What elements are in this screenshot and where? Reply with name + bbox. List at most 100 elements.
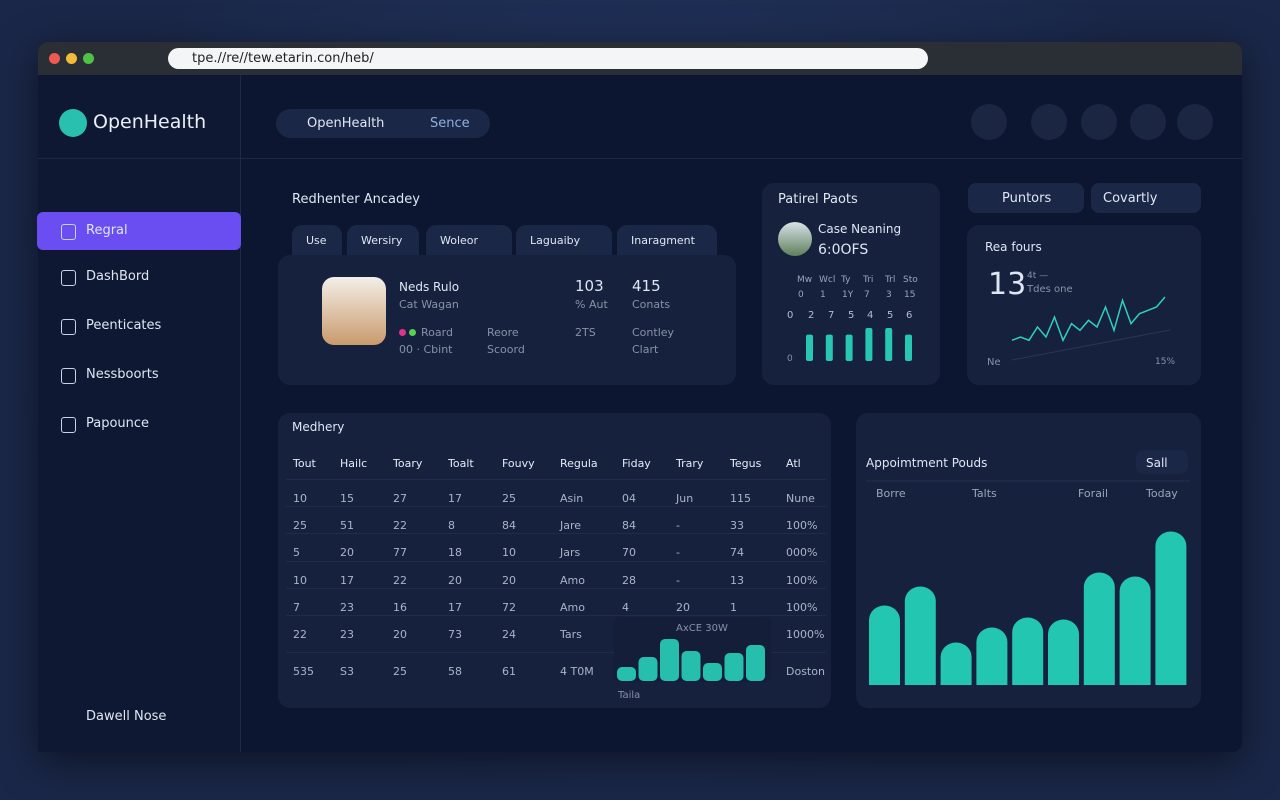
nav-item[interactable]: DashBord — [86, 269, 150, 284]
search[interactable] — [276, 109, 490, 138]
nav-icon[interactable] — [61, 319, 76, 335]
icon-button[interactable] — [1130, 104, 1166, 140]
tab[interactable] — [347, 225, 419, 255]
bar — [681, 651, 701, 681]
row-line — [286, 479, 826, 480]
table-footer: Taila — [618, 690, 641, 701]
table-cell: 70 — [622, 546, 636, 559]
bar-label: 6 — [906, 310, 913, 321]
table-cell: 23 — [340, 601, 354, 614]
column-label: Talts — [972, 487, 997, 500]
nav-icon[interactable] — [61, 417, 76, 433]
nav-active[interactable] — [37, 212, 241, 250]
day-label: Ty — [841, 275, 851, 285]
table-cell: 16 — [393, 601, 407, 614]
filter[interactable] — [1091, 183, 1201, 213]
max-dot[interactable] — [83, 53, 94, 64]
tab[interactable] — [516, 225, 612, 255]
filter[interactable] — [968, 183, 1084, 213]
icon-button[interactable] — [1081, 104, 1117, 140]
bar-label: 5 — [887, 310, 894, 321]
filter-label[interactable]: Puntors — [1002, 191, 1052, 206]
bar — [638, 657, 658, 681]
icon-button[interactable] — [1177, 104, 1213, 140]
nav-item[interactable]: Nessboorts — [86, 367, 159, 382]
table-cell: 20 — [340, 546, 354, 559]
table-header: Toary — [393, 457, 423, 470]
icon-button[interactable] — [971, 104, 1007, 140]
table-cell: 535 — [293, 665, 314, 678]
line — [1011, 296, 1166, 343]
tab-label[interactable]: Wersiry — [361, 234, 403, 247]
nav-item[interactable]: Papounce — [86, 416, 150, 431]
divider — [38, 158, 1242, 159]
realtime-note-sub: Tdes one — [1027, 284, 1073, 295]
bar — [904, 586, 936, 685]
select[interactable] — [1136, 450, 1188, 474]
bar — [1155, 531, 1187, 685]
bar — [660, 639, 679, 681]
tab[interactable] — [617, 225, 717, 255]
table-cell: 58 — [448, 665, 462, 678]
bar — [746, 645, 765, 681]
row-line — [286, 506, 826, 507]
realtime-card — [967, 225, 1201, 385]
baseline — [1011, 329, 1171, 361]
profile-status: Roard — [421, 326, 453, 339]
nav-icon[interactable] — [61, 224, 76, 240]
bar-label: 7 — [828, 310, 835, 321]
table-cell: 000% — [786, 546, 818, 559]
bar — [703, 663, 722, 681]
tab-label[interactable]: Laguaiby — [530, 234, 581, 247]
bar — [825, 334, 833, 361]
bar — [1012, 617, 1044, 685]
realtime-right: 15% — [1155, 357, 1176, 367]
nav-icon[interactable] — [61, 270, 76, 286]
table-header: Fiday — [622, 457, 651, 470]
patient-value: 6:0OFS — [818, 242, 869, 258]
nav-icon[interactable] — [61, 368, 76, 384]
day-label: Trl — [885, 275, 896, 285]
sidebar-footer[interactable]: Dawell Nose — [86, 709, 167, 724]
table-cell: 1000% — [786, 628, 825, 641]
icon-button[interactable] — [1031, 104, 1067, 140]
table-cell: 17 — [340, 574, 354, 587]
table-cell: 61 — [502, 665, 516, 678]
table-cell: 24 — [502, 628, 516, 641]
brand: OpenHealth — [93, 111, 207, 133]
url-bar[interactable] — [168, 48, 928, 69]
table-header: Fouvy — [502, 457, 535, 470]
table-cell: 10 — [502, 546, 516, 559]
table-cell: 23 — [340, 628, 354, 641]
logo — [59, 109, 87, 137]
table-cell: 100% — [786, 601, 818, 614]
table-cell: 25 — [502, 492, 516, 505]
table-cell: 72 — [502, 601, 516, 614]
nav-item[interactable]: Regral — [86, 223, 128, 238]
profile-status-sub: 00 · Cbint — [399, 343, 453, 356]
day-value: 15 — [904, 290, 916, 300]
tab-label[interactable]: Woleor — [440, 234, 479, 247]
tab-label[interactable]: Inaragment — [631, 234, 695, 247]
tab-label[interactable]: Use — [306, 234, 327, 247]
table-cell: 22 — [393, 574, 407, 587]
status-dot — [409, 329, 416, 336]
day-label: Tri — [863, 275, 874, 285]
table-header: Tout — [293, 457, 316, 470]
table-cell: 7 — [293, 601, 300, 614]
select-label[interactable]: Sall — [1146, 456, 1168, 470]
table-cell: 04 — [622, 492, 636, 505]
table-cell: 4 T0M — [560, 665, 594, 678]
close-dot[interactable] — [49, 53, 60, 64]
profile-title: Redhenter Ancadey — [292, 192, 420, 207]
nav-item[interactable]: Peenticates — [86, 318, 162, 333]
tab[interactable] — [426, 225, 512, 255]
tab[interactable] — [292, 225, 342, 255]
table-cell: 28 — [622, 574, 636, 587]
url: tpe.//re//tew.etarin.con/heb/ — [192, 51, 374, 66]
table-cell: Amo — [560, 574, 585, 587]
search-filter[interactable]: Sence — [430, 116, 470, 131]
day-value: 0 — [798, 290, 804, 300]
min-dot[interactable] — [66, 53, 77, 64]
filter-label[interactable]: Covartly — [1103, 191, 1158, 206]
